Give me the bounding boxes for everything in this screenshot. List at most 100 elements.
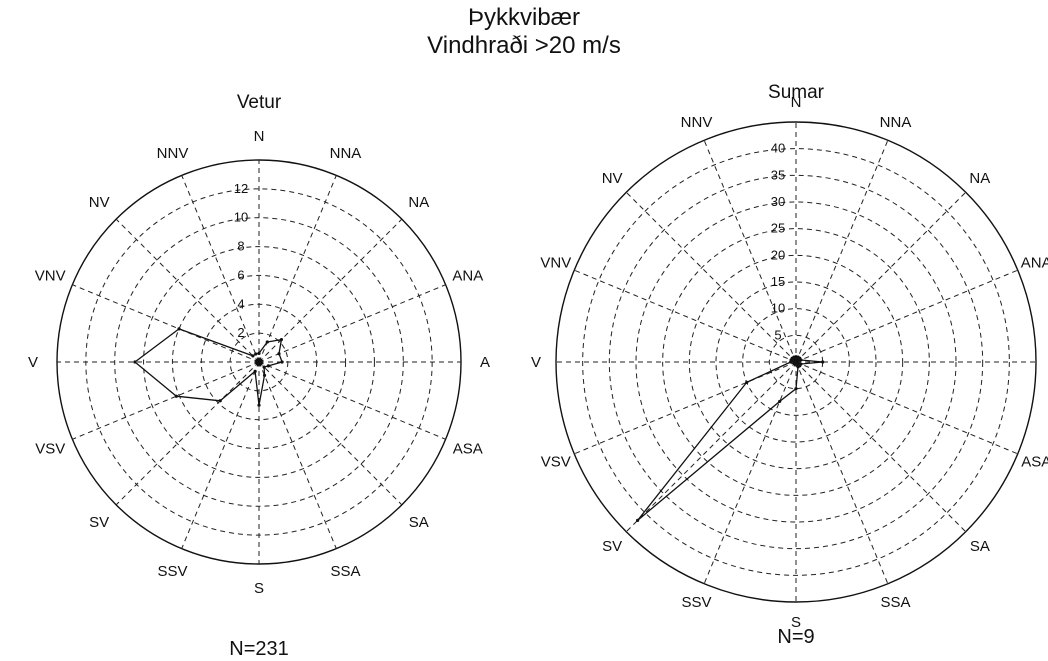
- figure-title-line2: Vindhraði >20 m/s: [427, 32, 621, 59]
- data-point-summer: [792, 355, 796, 359]
- data-point-winter: [218, 399, 222, 403]
- direction-label-summer: ANA: [1021, 255, 1048, 272]
- grid-ring-winter: [143, 246, 375, 478]
- radial-tick-label-summer: 25: [771, 221, 785, 236]
- data-point-winter: [257, 403, 261, 407]
- outer-circle-summer: [555, 121, 1037, 603]
- grid-spoke-winter: [181, 361, 260, 549]
- sample-count-winter: N=231: [229, 638, 289, 660]
- radial-tick-label-summer: 20: [771, 247, 785, 262]
- data-point-winter: [251, 354, 255, 358]
- direction-label-winter: N: [254, 128, 265, 145]
- grid-ring-summer: [608, 174, 984, 550]
- figure-title-line1: Þykkvibær: [467, 4, 581, 31]
- grid-spoke-winter: [115, 361, 260, 506]
- data-point-summer: [799, 358, 803, 362]
- direction-label-winter: ASA: [453, 440, 483, 457]
- data-point-winter: [133, 360, 137, 364]
- direction-label-winter: NNA: [330, 145, 362, 162]
- direction-label-summer: VSV: [541, 453, 571, 470]
- grid-spoke-summer: [574, 361, 797, 455]
- series-polygon-summer: [636, 356, 824, 522]
- data-point-summer: [794, 387, 798, 391]
- direction-label-winter: NV: [89, 194, 110, 211]
- grid-ring-summer: [635, 201, 957, 523]
- direction-label-summer: S: [791, 614, 801, 631]
- grid-spoke-summer: [795, 361, 889, 584]
- grid-spoke-summer: [795, 191, 967, 363]
- radial-tick-label-winter: 4: [237, 296, 244, 311]
- direction-label-winter: VSV: [35, 440, 65, 457]
- grid-spoke-summer: [703, 140, 797, 363]
- data-point-winter: [262, 373, 267, 377]
- radial-tick-label-winter: 10: [234, 210, 248, 225]
- data-point-winter: [254, 352, 258, 356]
- data-point-summer: [796, 365, 800, 369]
- sample-count-summer: N=9: [777, 626, 814, 648]
- wind-rose-summer: SumarNNNANAANAAASASASSASSSVSVVSVVVNVNVNN…: [531, 82, 1048, 648]
- data-point-summer: [778, 399, 782, 404]
- radial-tick-label-summer: 10: [771, 301, 785, 316]
- grid-spoke-winter: [72, 361, 260, 440]
- center-dot-summer: [792, 358, 800, 366]
- grid-spoke-winter: [181, 175, 260, 363]
- data-point-summer: [745, 380, 749, 385]
- series-polygon-winter: [134, 328, 283, 406]
- direction-label-summer: NV: [602, 170, 623, 187]
- direction-label-summer: NNA: [880, 114, 912, 131]
- panel-title-winter: Vetur: [237, 92, 282, 113]
- data-point-winter: [257, 351, 261, 355]
- grid-ring-winter: [171, 274, 347, 450]
- grid-spoke-winter: [115, 218, 260, 363]
- data-point-winter: [174, 394, 178, 398]
- wind-rose-winter: Vetur N NNA NA ANA A ASA SA SSA S SSV SV VSV V VNV NV NN…: [28, 92, 490, 660]
- direction-label-summer: SSA: [880, 594, 910, 611]
- grid-ring-summer: [715, 281, 877, 443]
- direction-label-winter: SSV: [158, 563, 188, 580]
- direction-label-winter: VNV: [35, 268, 66, 285]
- grid-spoke-winter: [258, 284, 446, 363]
- grid-spoke-summer: [574, 269, 797, 363]
- grid-ring-summer: [742, 308, 850, 416]
- radial-tick-label-winter: 6: [237, 267, 244, 282]
- direction-label-winter: V: [28, 354, 38, 371]
- data-point-winter: [265, 340, 269, 344]
- direction-label-winter: A: [480, 354, 490, 371]
- grid-spoke-winter: [258, 361, 403, 506]
- radial-tick-label-summer: 30: [771, 194, 785, 209]
- direction-label-summer: VNV: [540, 255, 571, 272]
- direction-label-summer: SA: [970, 538, 990, 555]
- data-point-winter: [280, 360, 284, 364]
- radial-tick-label-summer: 15: [771, 274, 785, 289]
- radial-tick-label-winter: 12: [234, 181, 248, 196]
- radial-tick-label-summer: 40: [771, 141, 785, 156]
- direction-label-summer: N: [791, 94, 802, 111]
- grid-ring-summer: [582, 148, 1010, 576]
- grid-spoke-summer: [795, 140, 889, 363]
- grid-spoke-summer: [795, 361, 1018, 455]
- data-point-winter: [266, 364, 270, 368]
- radial-tick-label-summer: 5: [774, 327, 781, 342]
- radial-tick-label-winter: 8: [237, 239, 244, 254]
- direction-label-winter: SA: [409, 514, 429, 531]
- direction-label-winter: NNV: [157, 145, 189, 162]
- direction-label-winter: NA: [408, 194, 429, 211]
- grid-spoke-winter: [258, 361, 337, 549]
- grid-spoke-winter: [258, 175, 337, 363]
- grid-ring-summer: [662, 228, 930, 496]
- grid-spoke-summer: [795, 269, 1018, 363]
- direction-label-winter: SV: [89, 514, 109, 531]
- grid-spoke-winter: [258, 361, 446, 440]
- data-point-winter: [177, 327, 181, 331]
- data-point-summer: [636, 518, 640, 522]
- grid-spoke-summer: [625, 191, 797, 363]
- center-dot-winter: [255, 358, 263, 366]
- data-point-winter: [262, 365, 266, 369]
- grid-spoke-summer: [703, 361, 797, 584]
- direction-label-summer: ASA: [1021, 453, 1048, 470]
- direction-label-summer: SSV: [681, 594, 711, 611]
- direction-label-summer: SV: [602, 538, 622, 555]
- grid-spoke-summer: [625, 361, 797, 533]
